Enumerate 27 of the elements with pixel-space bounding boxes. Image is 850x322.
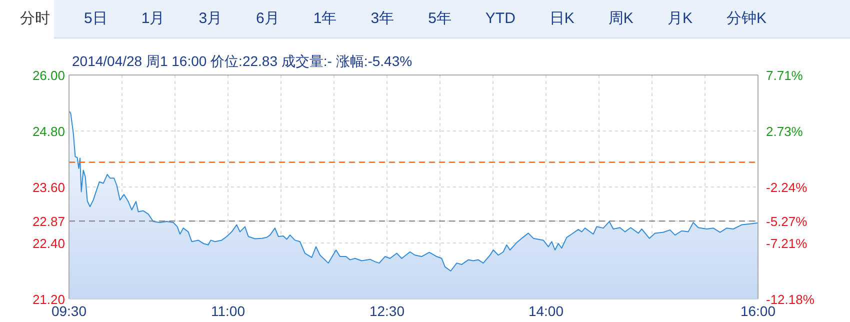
x-tick-label: 14:00: [528, 303, 564, 319]
y2-tick-label: 2.73%: [766, 124, 804, 140]
text: 月K: [667, 10, 692, 27]
y2-tick-label: 7.71%: [766, 68, 804, 83]
y-tick-label: 22.87: [32, 214, 65, 230]
y-tick-label: 24.80: [32, 124, 65, 139]
text: 3年: [370, 10, 394, 27]
y2-tick-label: -7.21%: [766, 236, 808, 252]
text: 1年: [313, 10, 337, 27]
text: 5日: [84, 10, 108, 27]
text: 1月: [141, 10, 165, 27]
text: 分钟K: [726, 10, 766, 27]
y-tick-label: 26.00: [32, 68, 65, 83]
chart-title: 2014/04/28 周1 16:00 价位:22.83 成交量:- 涨幅:-5.43%: [72, 53, 412, 69]
y2-tick-label: -5.27%: [766, 214, 808, 230]
x-tick-label: 12:30: [369, 303, 405, 319]
text: 5年: [428, 10, 452, 27]
text: 6月: [256, 10, 280, 27]
text: 周K: [608, 10, 634, 27]
text: 3月: [198, 10, 222, 27]
y-tick-label: 23.60: [32, 180, 65, 195]
text: 日K: [549, 10, 574, 27]
text: YTD: [485, 10, 516, 27]
y-tick-label: 22.40: [32, 236, 65, 251]
text: 分时: [20, 10, 50, 27]
y2-tick-label: -2.24%: [766, 180, 808, 196]
x-tick-label: 11:00: [211, 303, 246, 319]
